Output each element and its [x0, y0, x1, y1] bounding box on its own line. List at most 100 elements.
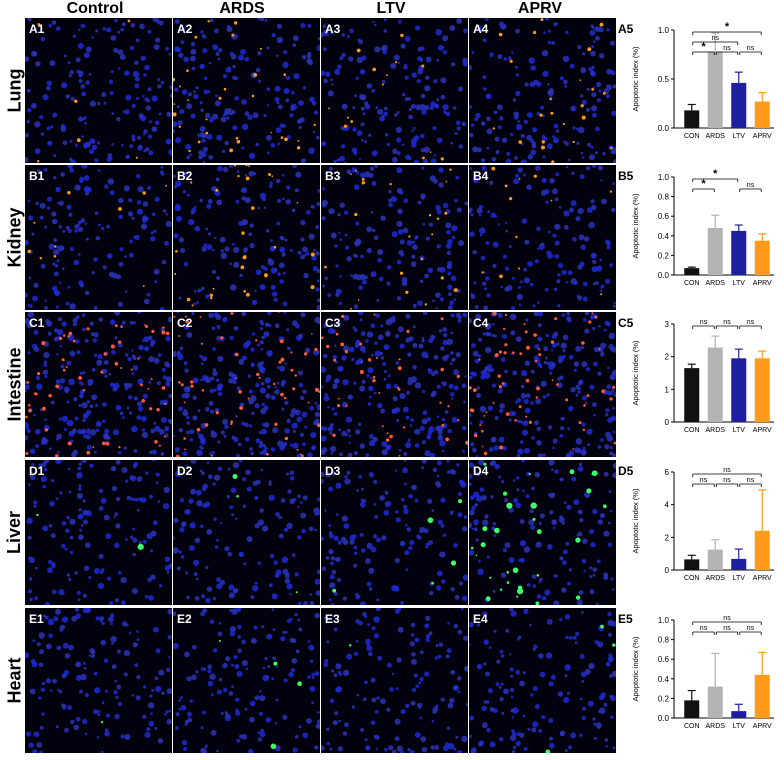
significance-label: ns [723, 615, 731, 622]
column-header-aprv: APRV [517, 0, 563, 17]
fluorescence-image [173, 18, 320, 163]
bar-chart-intestine: Apoptotic index (%) 0 1 2 3 CON ARDS LTV APRV ns n… [631, 319, 774, 434]
significance-bracket: ns [739, 625, 762, 635]
row-label: Intestine [4, 347, 25, 422]
micrograph-tile: E1 [25, 608, 172, 753]
bar-ards [707, 549, 723, 570]
fluorescence-image [321, 312, 468, 457]
y-tick-label: 0.6 [658, 212, 670, 221]
chart-panel-a5: A5 Apoptotic index (%) 0.0 0.5 1.0 CON ARDS LT… [616, 18, 784, 163]
significance-bracket: ns [692, 615, 762, 625]
bar-chart-lung: Apoptotic index (%) 0.0 0.5 1.0 CON ARDS LTV AP… [631, 21, 774, 140]
significance-bracket: ns [715, 45, 739, 55]
y-tick-label: 0.0 [658, 271, 670, 280]
significance-bracket: ns [715, 625, 739, 635]
bar-ltv [731, 711, 747, 718]
micrograph-tile: C4 [469, 312, 616, 457]
panel-label: A2 [177, 22, 193, 36]
column-header-ltv: LTV [376, 0, 406, 17]
y-tick-label: 0.8 [658, 636, 670, 645]
fluorescence-image [469, 312, 616, 457]
fluorescence-image [469, 460, 616, 605]
x-tick-label: APRV [753, 133, 772, 140]
significance-bracket: ns [739, 319, 762, 329]
y-tick-label: 1.0 [658, 26, 670, 35]
significance-bracket: * [692, 21, 762, 35]
chart-panel-e5: E5 Apoptotic index (%) 0.0 0.2 0.4 0.6 0.8 1.0… [616, 608, 784, 753]
micrograph-tile: D2 [173, 460, 320, 605]
x-tick-label: APRV [753, 280, 772, 287]
micrograph-tile: A4 [469, 18, 616, 163]
row-label: Lung [4, 68, 25, 113]
y-tick-label: 0.2 [658, 251, 670, 260]
significance-label: ns [723, 625, 731, 632]
panel-label: B5 [618, 169, 634, 183]
panel-label: D5 [618, 464, 634, 478]
significance-bracket: ns [692, 467, 762, 477]
fluorescence-image [173, 312, 320, 457]
significance-bracket: ns [739, 477, 762, 487]
panel-label: A5 [618, 22, 634, 36]
y-tick-label: 1 [665, 385, 670, 394]
y-tick-label: 0.0 [658, 714, 670, 723]
panel-label: B4 [473, 169, 489, 183]
y-tick-label: 4 [665, 501, 670, 510]
significance-label: ns [700, 625, 708, 632]
significance-bracket: ns [692, 35, 739, 45]
row-label: Heart [4, 657, 25, 704]
fluorescence-image [173, 608, 320, 753]
y-tick-label: 0 [665, 566, 670, 575]
bar-con [684, 110, 700, 128]
panel-label: C4 [473, 316, 489, 330]
fluorescence-image [321, 18, 468, 163]
y-tick-label: 0.0 [658, 124, 670, 133]
fluorescence-image [469, 608, 616, 753]
micrograph-tile: D4 [469, 460, 616, 605]
row-label: Kidney [4, 207, 25, 268]
micrograph-tile: C2 [173, 312, 320, 457]
panel-label: A4 [473, 22, 489, 36]
y-tick-label: 6 [665, 468, 670, 477]
micrograph-tile: D1 [25, 460, 172, 605]
panel-label: C2 [177, 316, 193, 330]
significance-label: ns [747, 319, 755, 326]
x-tick-label: APRV [753, 723, 772, 730]
significance-label: ns [747, 182, 755, 189]
bar-ltv [731, 230, 747, 275]
panel-label: C5 [618, 316, 634, 330]
bar-chart-liver: Apoptotic index (%) 0 2 4 6 CON ARDS LTV APRV ns n… [631, 467, 774, 582]
significance-bracket: ns [692, 319, 715, 329]
bar-aprv [754, 101, 770, 128]
fluorescence-image [25, 312, 172, 457]
bar-ards [707, 227, 723, 275]
y-axis-title: Apoptotic index (%) [631, 340, 640, 406]
panel-label: D1 [29, 464, 45, 478]
significance-label: * [713, 168, 718, 180]
column-header-control: Control [66, 0, 124, 17]
y-axis-title: Apoptotic index (%) [631, 488, 640, 554]
panel-label: D3 [325, 464, 341, 478]
significance-label: ns [700, 319, 708, 326]
y-tick-label: 1.0 [658, 616, 670, 625]
significance-bracket: ns [692, 477, 715, 487]
significance-label: * [701, 41, 706, 53]
bar-con [684, 368, 700, 422]
panel-label: E4 [473, 612, 488, 626]
x-tick-label: ARDS [706, 723, 726, 730]
y-tick-label: 0.2 [658, 694, 670, 703]
significance-bracket: ns [715, 319, 739, 329]
significance-label: ns [747, 625, 755, 632]
y-tick-label: 1.0 [658, 173, 670, 182]
y-axis-title: Apoptotic index (%) [631, 46, 640, 112]
significance-bracket: ns [739, 45, 762, 55]
y-tick-label: 3 [665, 320, 670, 329]
micrograph-tile: E2 [173, 608, 320, 753]
micrograph-tile: C1 [25, 312, 172, 457]
significance-bracket: ns [739, 182, 762, 192]
panel-label: B1 [29, 169, 45, 183]
significance-label: ns [723, 45, 731, 52]
bar-con [684, 268, 700, 275]
fluorescence-image [469, 18, 616, 163]
fluorescence-image [25, 460, 172, 605]
panel-label: E5 [618, 612, 633, 626]
